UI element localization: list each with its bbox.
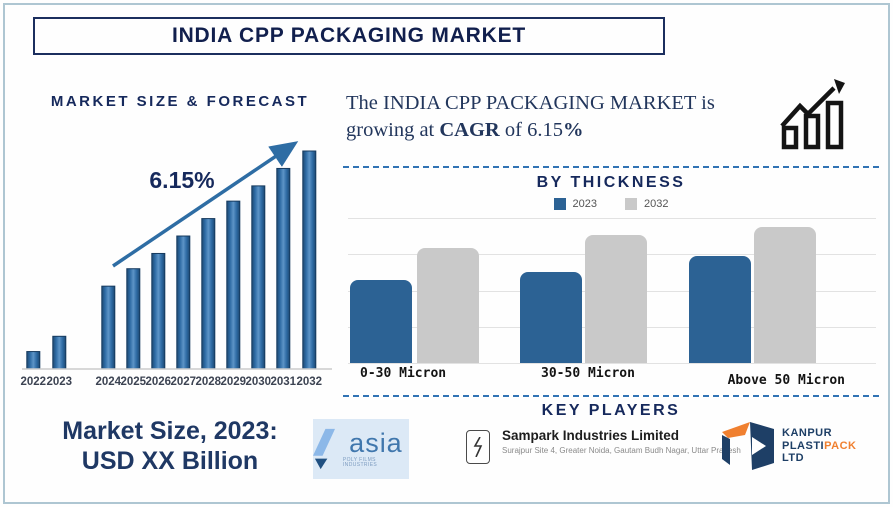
category-label-30-50: 30-50 Micron [541,366,635,381]
cagr-percent: % [562,119,584,142]
year-label-2023: 2023 [47,376,73,388]
asia-logo-name: asia [349,428,403,458]
thickness-bar-2032-0-30 Micron [417,248,479,363]
thickness-bar-2023-Above 50 Micron [689,256,751,363]
thickness-bar-2032-Above 50 Micron [754,227,816,363]
cagr-note: The INDIA CPP PACKAGING MARKET is growin… [346,90,774,144]
legend-label-2023: 2023 [572,198,597,210]
kanpur-logo-mark [722,422,774,470]
cagr-note-mid: of [499,119,528,142]
forecast-bar-2025 [126,268,141,370]
forecast-bar-2024 [101,285,116,370]
forecast-bar-2027 [176,235,191,370]
legend-item-2023: 2023 [553,198,597,210]
forecast-bar-2031 [276,167,291,370]
cagr-annotation: 6.15% [149,167,214,193]
year-label-2030: 2030 [246,376,272,388]
kanpur-line1: KANPUR [782,427,833,440]
forecast-heading: MARKET SIZE & FORECAST [50,93,310,110]
forecast-bar-2030 [251,185,266,370]
legend-item-2032: 2032 [625,198,668,210]
year-label-2026: 2026 [146,376,172,388]
year-label-2032: 2032 [297,376,323,388]
dashed-divider-top [343,166,879,168]
sampark-entry: Sampark Industries Limited Surajpur Site… [466,428,752,464]
lightning-icon [466,430,490,464]
sampark-name: Sampark Industries Limited [502,428,680,443]
cagr-note-bold: CAGR [439,119,500,142]
gridline [348,218,876,219]
thickness-bar-2032-30-50 Micron [585,235,647,363]
forecast-bar-2026 [151,252,166,370]
year-label-2027: 2027 [171,376,197,388]
page-title: INDIA CPP PACKAGING MARKET [171,24,527,47]
year-label-2022: 2022 [21,376,47,388]
asia-logo-mark [313,428,336,470]
thickness-heading: BY THICKNESS [536,174,686,191]
asia-poly-films-logo: asia POLY FILMS INDUSTRIES [313,419,409,479]
category-label-above-50: Above 50 Micron [727,373,845,388]
growth-trend-arrow [112,141,299,268]
legend-label-2032: 2032 [644,198,669,210]
cagr-note-line1: The INDIA CPP PACKAGING MARKET is [346,92,715,114]
forecast-year-labels: 2022 2023 2024 2025 2026 2027 2028 2029 2030 2031… [21,376,323,388]
thickness-legend: 2023 2032 [343,198,879,210]
forecast-bar-2023 [52,335,67,370]
category-label-0-30: 0-30 Micron [360,366,447,381]
growth-chart-icon [780,79,845,150]
forecast-bar-2028 [201,218,216,370]
year-label-2031: 2031 [271,376,297,388]
kanpur-plastipack-logo: KANPUR PLASTIPACK LTD [720,420,856,472]
thickness-bar-chart [348,218,876,364]
forecast-bars [26,150,317,370]
cagr-note-line2-pre: growing at [346,119,440,142]
gridline [348,363,876,364]
year-label-2025: 2025 [121,376,147,388]
legend-swatch-2032 [625,198,637,210]
kanpur-line2b: PACK [824,439,857,452]
forecast-bar-2029 [226,200,241,370]
thickness-bar-2023-0-30 Micron [350,280,412,363]
forecast-bar-2032 [302,150,317,370]
kanpur-line2a: PLASTI [782,439,825,452]
dashed-divider-bottom [343,395,879,397]
market-size-line1: Market Size, 2023: [62,417,278,445]
year-label-2028: 2028 [196,376,222,388]
market-size-line2: USD XX Billion [81,447,259,475]
asia-logo-tagline: POLY FILMS INDUSTRIES [342,457,378,468]
key-players-heading: KEY PLAYERS [541,402,681,419]
forecast-bar-chart: 6.15% 2022 2023 2024 2025 2026 2027 2028 2029 20… [21,141,332,388]
cagr-value: 6.15 [527,119,563,142]
year-label-2029: 2029 [221,376,247,388]
sampark-address: Surajpur Site 4, Greater Noida, Gautam B… [502,446,741,455]
market-size-callout: Market Size, 2023: USD XX Billion [15,416,325,476]
title-box: INDIA CPP PACKAGING MARKET [33,17,665,55]
kanpur-line3: LTD [782,452,805,465]
legend-swatch-2023 [553,198,566,210]
forecast-bar-2022 [26,351,41,370]
year-label-2024: 2024 [96,376,122,388]
thickness-bar-2023-30-50 Micron [520,272,582,363]
